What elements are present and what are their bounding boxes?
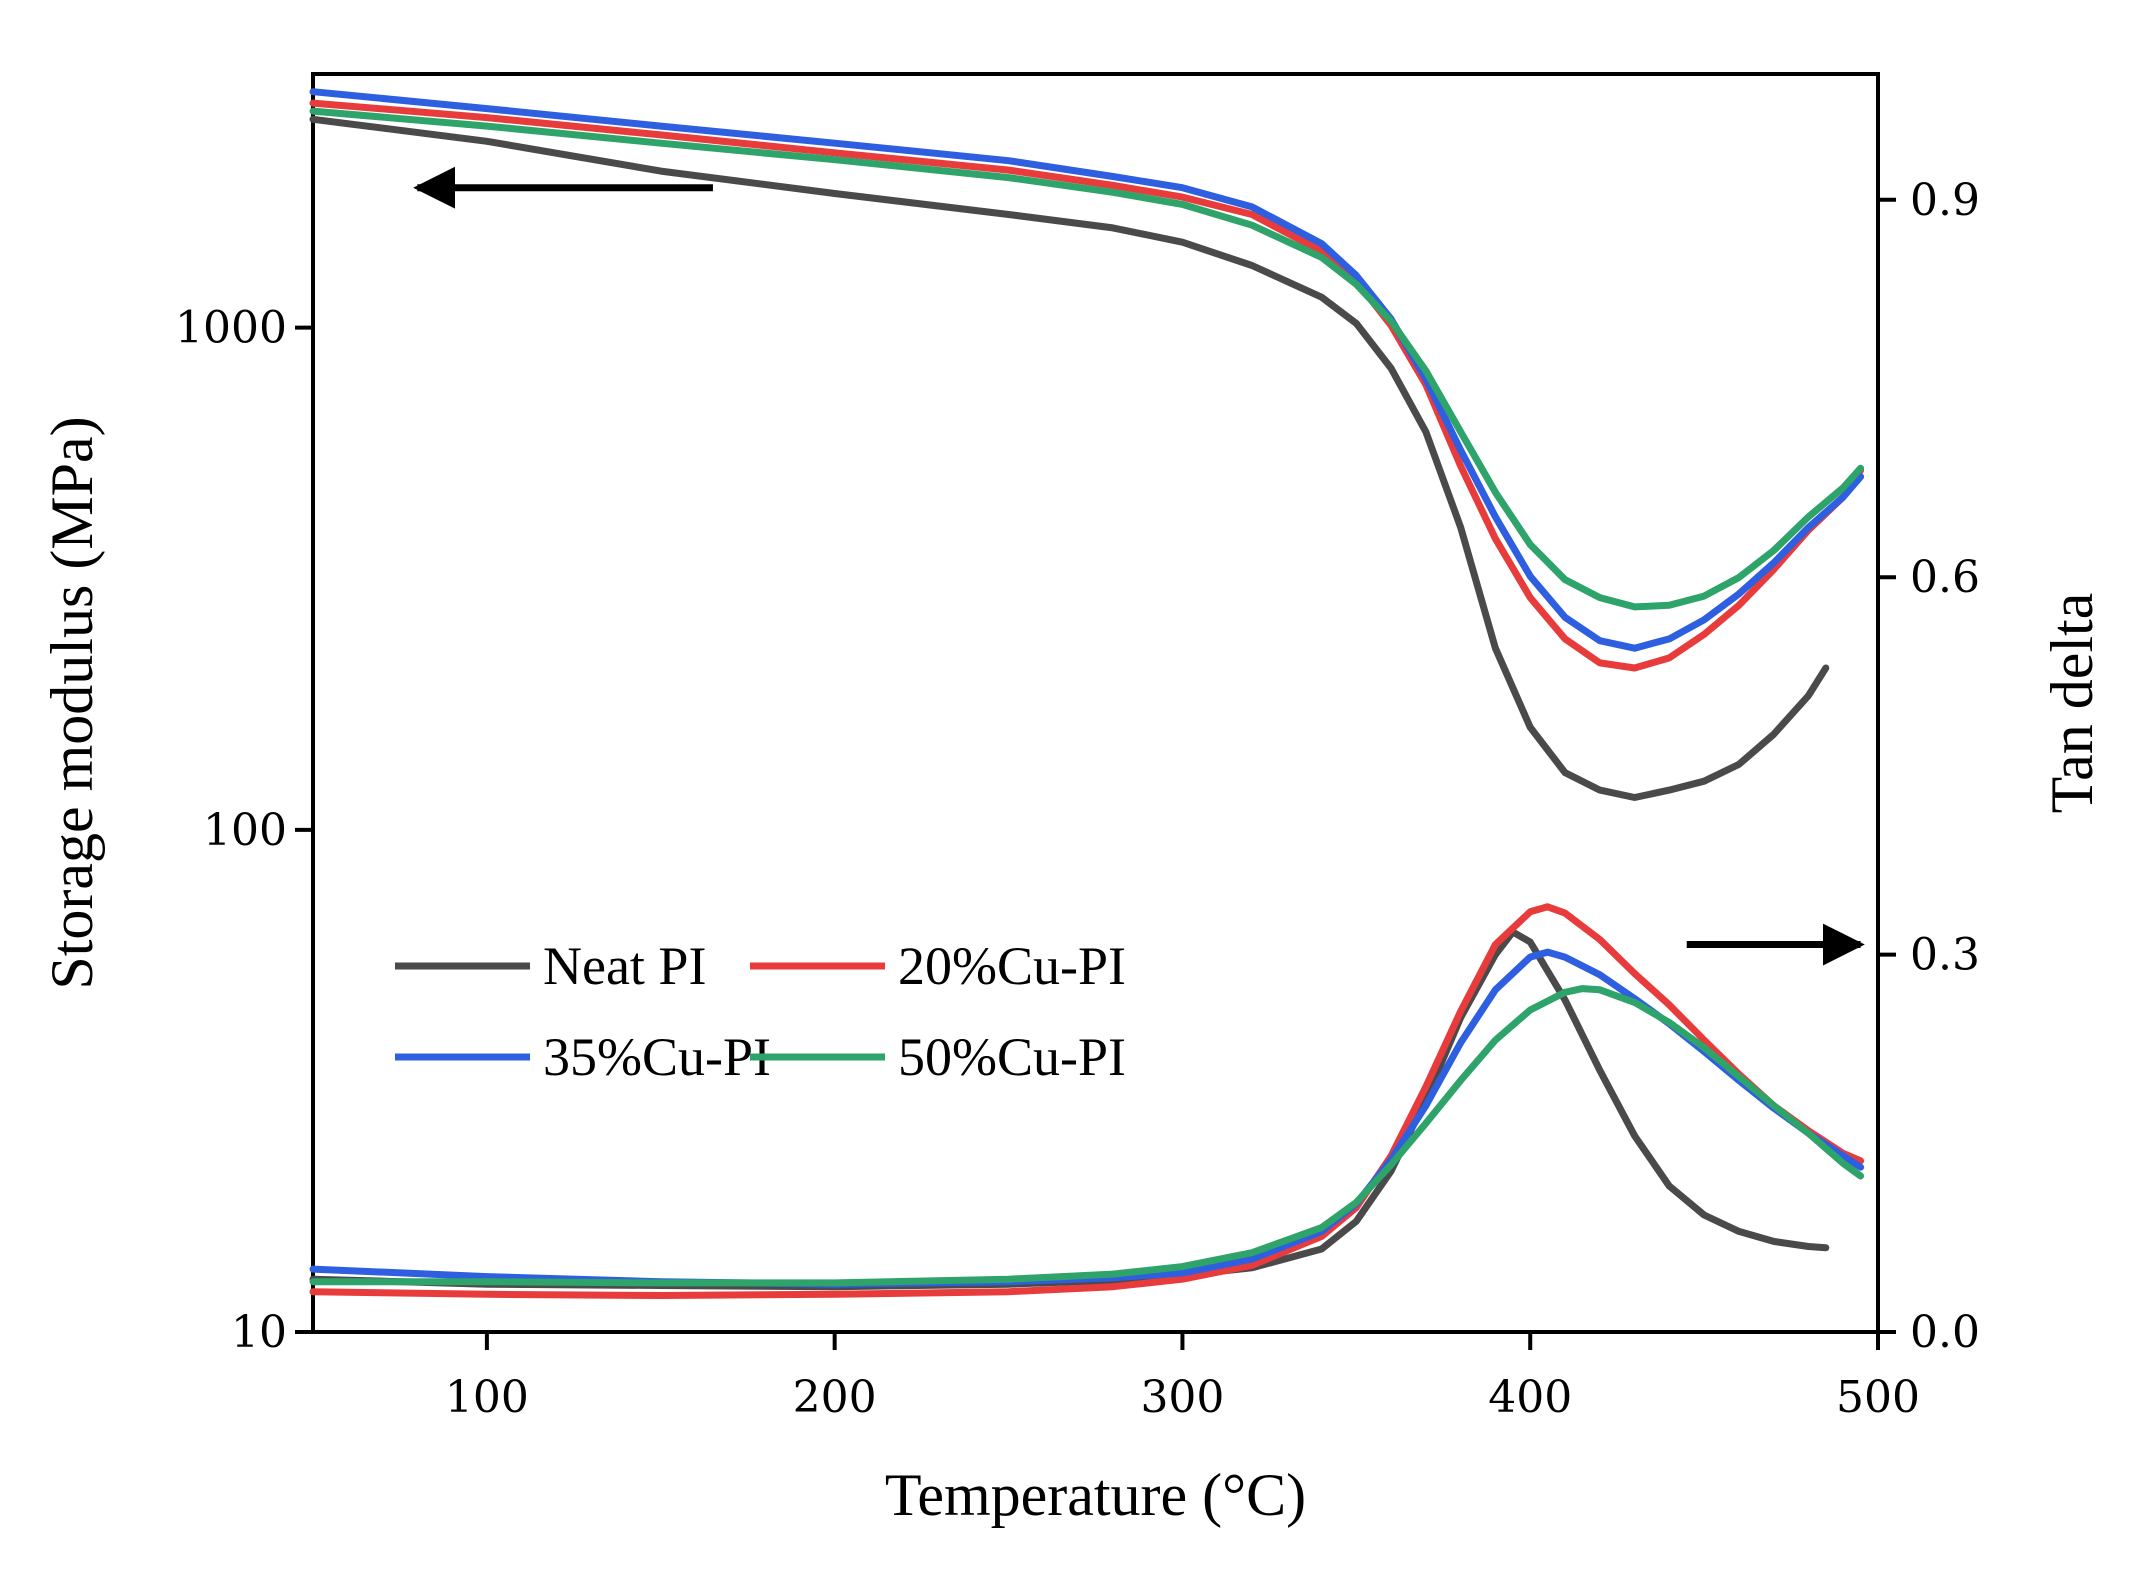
series-neat-pi-left-line [309,115,1830,801]
y-left-axis-title: Storage modulus (MPa) [39,416,105,989]
x-tick-label-4: 500 [1836,1372,1920,1423]
series-lines [309,88,1865,1299]
y-right-axis-title: Tan delta [2039,593,2105,814]
legend: Neat PI 20%Cu-PI 35%Cu-PI 50%Cu-PI [395,936,1126,1087]
x-tick-label-3: 400 [1488,1372,1572,1423]
axes-ticks: 100 200 300 400 500 10 100 1000 0.0 0.3 0.6 0.9 [175,175,1980,1423]
series-50-cu-pi-left-line [309,107,1865,611]
x-axis-title: Temperature (°C) [885,1462,1306,1528]
y-left-tick-label-2: 1000 [175,303,287,354]
x-tick-label-2: 300 [1140,1372,1224,1423]
plot-frame [311,72,1880,1334]
series-35-cu-pi-left-line [309,88,1865,652]
y-right-tick-label-2: 0.6 [1910,552,1980,603]
x-tick-label-0: 100 [445,1372,529,1423]
x-tick-label-1: 200 [793,1372,877,1423]
legend-label-50-cu-pi: 50%Cu-PI [898,1027,1126,1087]
legend-label-neat-pi: Neat PI [543,936,706,996]
y-right-tick-label-3: 0.9 [1910,175,1980,226]
y-right-tick-label-1: 0.3 [1910,930,1980,981]
y-left-tick-label-0: 10 [231,1307,287,1358]
y-left-tick-label-1: 100 [203,805,287,856]
series-20-cu-pi-left-line [309,99,1865,672]
series-50-cu-pi-right-line [309,985,1865,1287]
axis-labels: Temperature (°C) Storage modulus (MPa) Tan… [39,416,2105,1528]
y-right-tick-label-0: 0.0 [1910,1307,1980,1358]
legend-label-35-cu-pi: 35%Cu-PI [543,1027,771,1087]
annotations [413,166,1865,966]
legend-label-20-cu-pi: 20%Cu-PI [898,936,1126,996]
